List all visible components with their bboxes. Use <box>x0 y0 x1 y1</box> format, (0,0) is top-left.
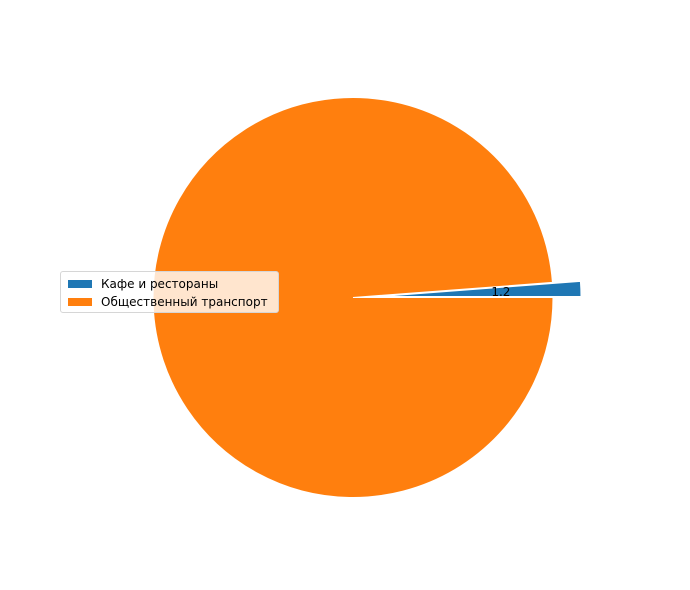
pie-slice-cafe <box>380 280 582 297</box>
legend-item-cafe: Кафе и рестораны <box>68 275 271 293</box>
legend-swatch-transport <box>68 298 92 306</box>
legend-swatch-cafe <box>68 280 92 288</box>
legend-label-cafe: Кафе и рестораны <box>101 277 219 291</box>
data-label-cafe: 1.2 <box>491 285 510 299</box>
legend: Кафе и рестораны Общественный транспорт <box>60 271 279 313</box>
legend-label-transport: Общественный транспорт <box>101 295 268 309</box>
legend-item-transport: Общественный транспорт <box>68 293 271 311</box>
pie-data-labels: 1.2 <box>491 285 510 299</box>
